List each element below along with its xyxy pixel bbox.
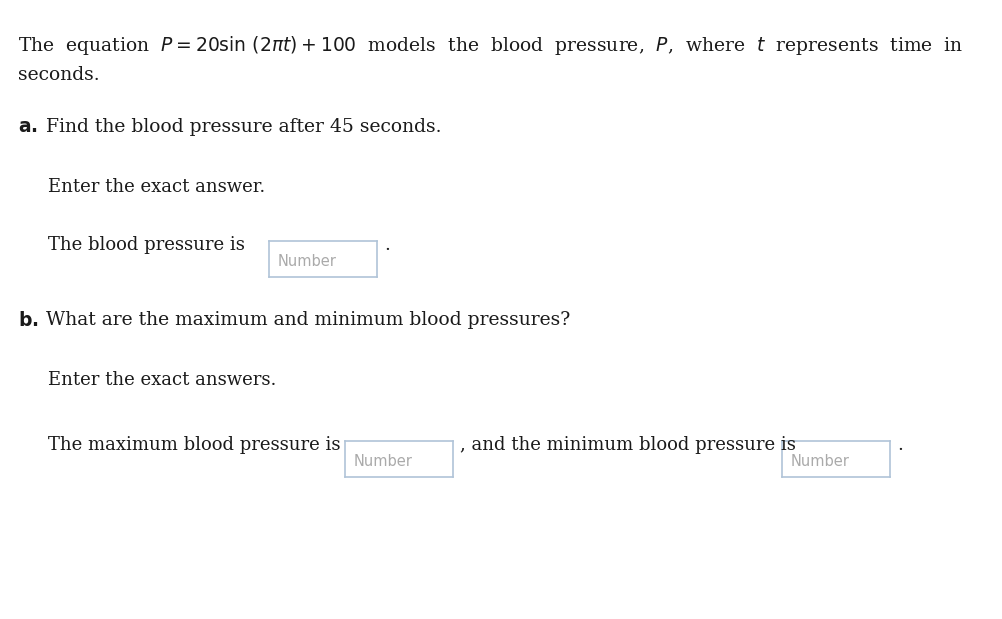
Text: Number: Number [354,454,412,469]
Text: The  equation  $P = 20\sin\,(2\pi t) + 100$  models  the  blood  pressure,  $P$,: The equation $P = 20\sin\,(2\pi t) + 100… [18,34,964,57]
Text: Enter the exact answers.: Enter the exact answers. [48,371,277,389]
Text: The blood pressure is: The blood pressure is [48,236,244,254]
Text: What are the maximum and minimum blood pressures?: What are the maximum and minimum blood p… [46,311,570,329]
Text: .: . [897,436,903,454]
Text: $\mathbf{a.}$: $\mathbf{a.}$ [18,118,38,136]
Text: , and the minimum blood pressure is: , and the minimum blood pressure is [460,436,796,454]
Text: Number: Number [791,454,849,469]
Text: Enter the exact answer.: Enter the exact answer. [48,178,266,196]
Text: seconds.: seconds. [18,66,99,84]
Text: $\mathbf{b.}$: $\mathbf{b.}$ [18,311,39,330]
Text: Find the blood pressure after 45 seconds.: Find the blood pressure after 45 seconds… [46,118,442,136]
Text: The maximum blood pressure is: The maximum blood pressure is [48,436,341,454]
Text: .: . [384,236,390,254]
Text: Number: Number [278,254,336,269]
